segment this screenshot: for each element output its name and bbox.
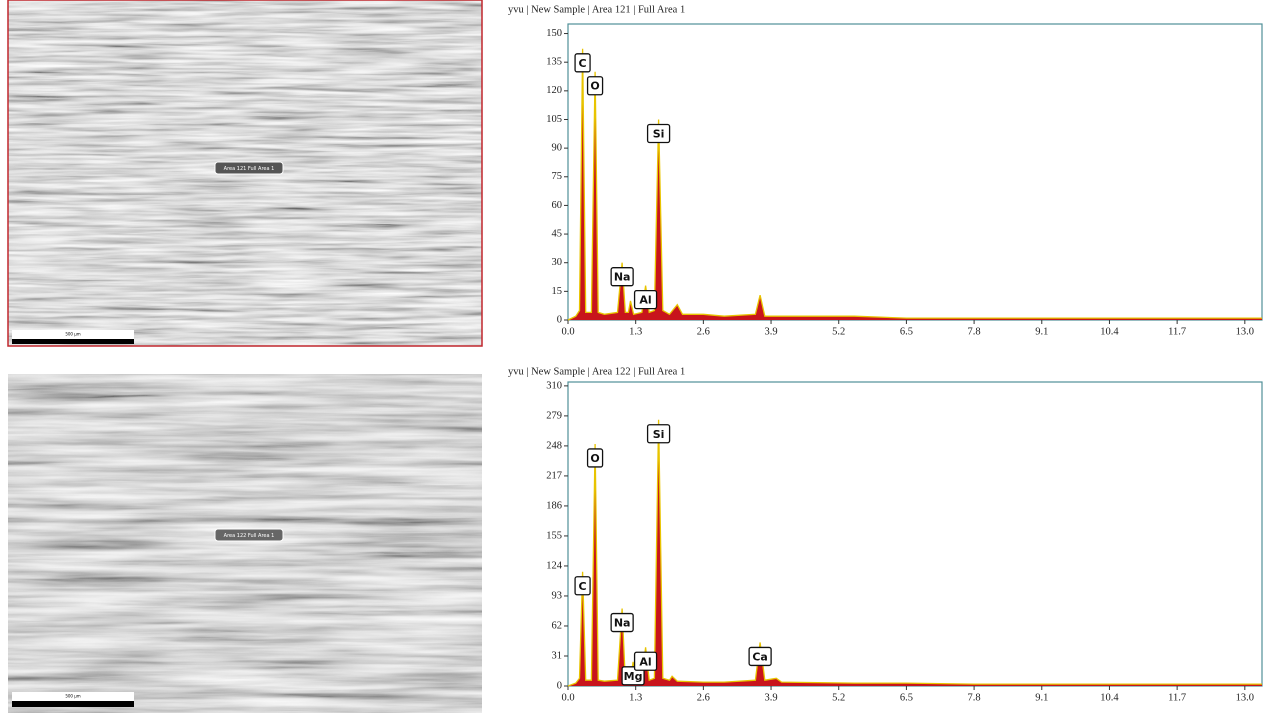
- chart-title: yvu | New Sample | Area 121 | Full Area …: [508, 4, 685, 15]
- plot-area: [568, 382, 1262, 686]
- y-tick-label: 93: [552, 590, 563, 601]
- x-tick-label: 7.8: [968, 326, 981, 337]
- peak-label: Si: [653, 428, 665, 441]
- peak-label: O: [590, 80, 599, 93]
- scale-label: 500 µm: [65, 332, 80, 337]
- chart-title: yvu | New Sample | Area 122 | Full Area …: [508, 366, 685, 377]
- y-tick-label: 124: [546, 560, 563, 571]
- image-label: Area 122 Full Area 1: [224, 533, 275, 539]
- x-tick-label: 10.4: [1100, 326, 1119, 337]
- peak-label: Al: [639, 655, 651, 668]
- y-tick-label: 279: [546, 410, 562, 421]
- y-tick-label: 150: [546, 28, 562, 39]
- y-tick-label: 217: [546, 470, 562, 481]
- x-tick-label: 6.5: [900, 692, 913, 703]
- x-tick-label: 9.1: [1035, 326, 1048, 337]
- y-tick-label: 90: [552, 143, 563, 154]
- y-tick-label: 62: [552, 620, 563, 631]
- x-tick-label: 3.9: [764, 692, 777, 703]
- y-tick-label: 75: [552, 171, 563, 182]
- x-tick-label: 0.0: [561, 326, 574, 337]
- x-tick-label: 10.4: [1100, 692, 1119, 703]
- y-tick-label: 15: [552, 286, 563, 297]
- y-tick-label: 60: [552, 200, 563, 211]
- x-tick-label: 5.2: [832, 692, 845, 703]
- x-tick-label: 9.1: [1035, 692, 1048, 703]
- peak-label: C: [579, 57, 587, 70]
- y-tick-label: 45: [552, 228, 563, 239]
- peak-label: Na: [614, 617, 631, 630]
- x-tick-label: 2.6: [697, 326, 710, 337]
- x-tick-label: 11.7: [1168, 692, 1186, 703]
- peak-label: O: [590, 452, 599, 465]
- chart: yvu | New Sample | Area 121 | Full Area …: [508, 4, 1262, 337]
- peak-label: Ca: [752, 650, 768, 663]
- scale-label: 500 µm: [65, 694, 80, 699]
- y-tick-label: 120: [546, 85, 562, 96]
- x-tick-label: 2.6: [697, 692, 710, 703]
- x-tick-label: 11.7: [1168, 326, 1186, 337]
- x-tick-label: 7.8: [968, 692, 981, 703]
- chart: yvu | New Sample | Area 122 | Full Area …: [508, 366, 1262, 703]
- y-tick-label: 155: [546, 530, 562, 541]
- y-tick-label: 30: [552, 257, 563, 268]
- y-tick-label: 0: [557, 680, 562, 691]
- y-tick-label: 248: [546, 440, 562, 451]
- x-tick-label: 13.0: [1236, 692, 1254, 703]
- peak-label: Al: [639, 294, 651, 307]
- plot-area: [568, 24, 1262, 320]
- y-tick-label: 310: [546, 380, 562, 391]
- sem-image: Area 121 Full Area 1 500 µm: [8, 0, 482, 346]
- x-tick-label: 1.3: [629, 692, 642, 703]
- x-tick-label: 3.9: [764, 326, 777, 337]
- x-tick-label: 5.2: [832, 326, 845, 337]
- y-tick-label: 135: [546, 57, 562, 68]
- sem-image: Area 122 Full Area 1 500 µm: [8, 374, 482, 713]
- y-tick-label: 0: [557, 314, 562, 325]
- y-tick-label: 31: [552, 650, 563, 661]
- peak-label: Si: [653, 127, 665, 140]
- figure: Area 121 Full Area 1 500 µm Area 122 Ful…: [0, 0, 1268, 713]
- x-tick-label: 1.3: [629, 326, 642, 337]
- peak-label: C: [579, 580, 587, 593]
- y-tick-label: 186: [546, 500, 562, 511]
- x-tick-label: 13.0: [1236, 326, 1254, 337]
- y-tick-label: 105: [546, 114, 562, 125]
- peak-label: Na: [614, 271, 631, 284]
- x-tick-label: 0.0: [561, 692, 574, 703]
- image-label: Area 121 Full Area 1: [224, 166, 275, 172]
- x-tick-label: 6.5: [900, 326, 913, 337]
- peak-label: Mg: [624, 670, 643, 683]
